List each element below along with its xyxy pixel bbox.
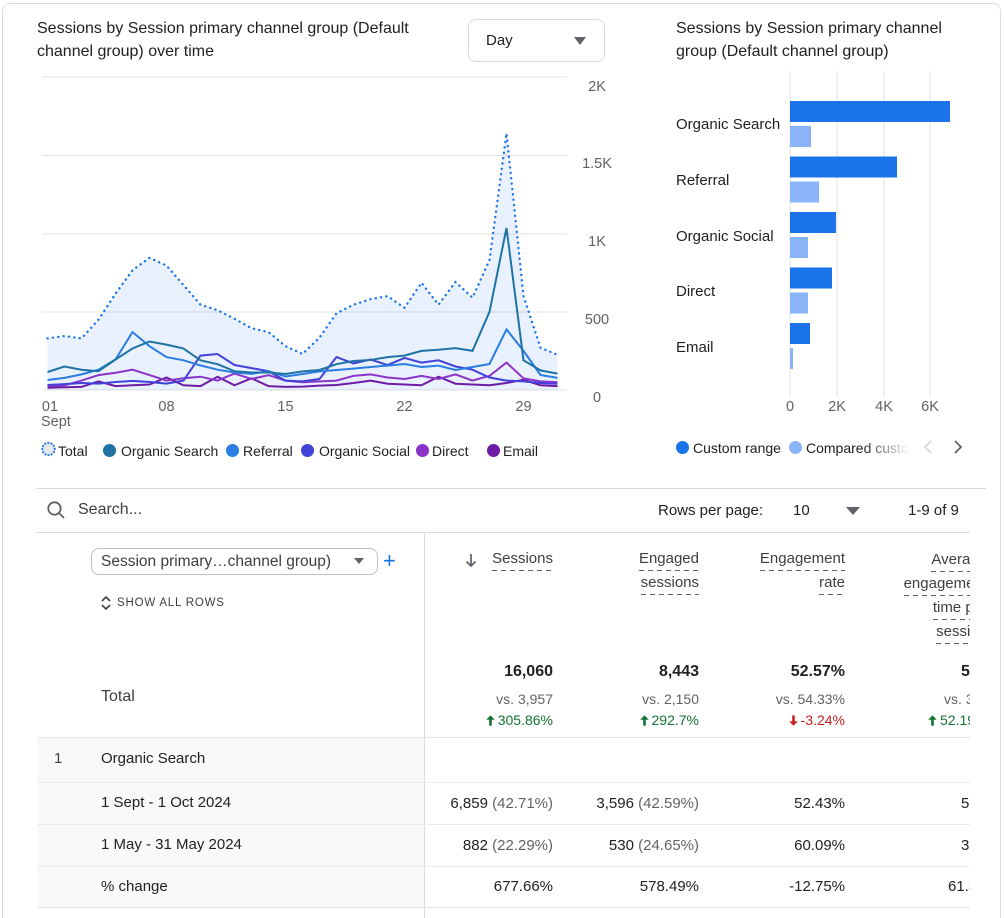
svg-text:0: 0 [593, 390, 601, 406]
svg-text:1K: 1K [588, 234, 606, 250]
svg-text:4K: 4K [875, 399, 893, 415]
svg-text:08: 08 [158, 399, 174, 415]
svg-text:22: 22 [396, 399, 412, 415]
svg-text:Sept: Sept [41, 414, 71, 430]
svg-text:01: 01 [42, 399, 58, 415]
svg-text:0: 0 [786, 399, 794, 415]
svg-text:2K: 2K [828, 399, 846, 415]
svg-text:2K: 2K [588, 79, 606, 95]
svg-text:500: 500 [585, 312, 609, 328]
svg-text:6K: 6K [921, 399, 939, 415]
svg-text:15: 15 [277, 399, 293, 415]
svg-text:29: 29 [515, 399, 531, 415]
svg-text:1.5K: 1.5K [582, 156, 612, 172]
